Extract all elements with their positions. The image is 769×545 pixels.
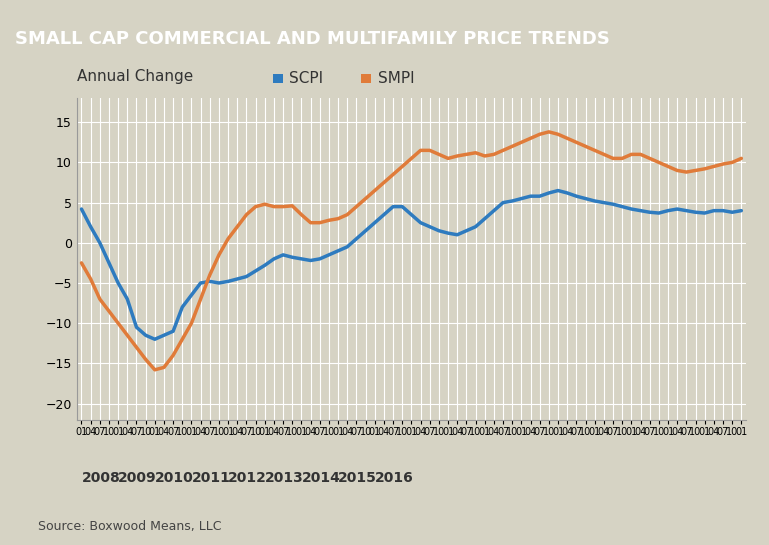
Text: SCPI: SCPI: [289, 71, 323, 86]
Bar: [273, 74, 283, 83]
Text: 2008: 2008: [82, 471, 120, 486]
Text: SMPI: SMPI: [378, 71, 414, 86]
Text: SMALL CAP COMMERCIAL AND MULTIFAMILY PRICE TRENDS: SMALL CAP COMMERCIAL AND MULTIFAMILY PRI…: [15, 30, 611, 48]
Text: 2010: 2010: [155, 471, 194, 486]
Bar: [361, 74, 371, 83]
Text: 2011: 2011: [191, 471, 231, 486]
Text: 2016: 2016: [375, 471, 414, 486]
Text: 2015: 2015: [338, 471, 377, 486]
Text: 2012: 2012: [228, 471, 267, 486]
Text: Annual Change: Annual Change: [77, 69, 193, 84]
Text: Source: Boxwood Means, LLC: Source: Boxwood Means, LLC: [38, 520, 222, 533]
Text: 2009: 2009: [118, 471, 157, 486]
Text: 2013: 2013: [265, 471, 304, 486]
Text: 2014: 2014: [301, 471, 341, 486]
